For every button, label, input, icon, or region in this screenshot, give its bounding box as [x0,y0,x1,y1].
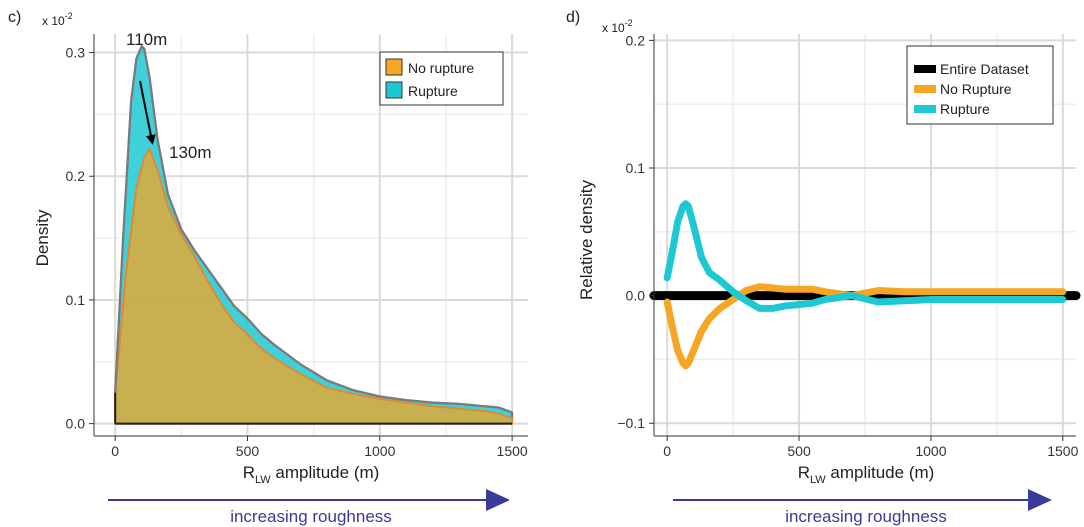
panel-c-label: c) [8,9,21,26]
y-tick-label: 0.0 [626,288,646,304]
panel-c-roughness-arrow [108,489,510,511]
series-line-no-rupture [663,283,1067,370]
density-outline-rupture [114,44,513,414]
legend-no-rupture-d: No Rupture [940,81,1012,97]
x-tick-label: 1000 [364,443,395,459]
legend-swatch-no-rupture-d [914,85,936,93]
panel-d-footer-label: increasing roughness [785,507,947,526]
x-tick-label: 0 [111,443,119,459]
panel-c-y-multiplier: x 10-2 [42,11,73,28]
y-tick-label: 0.1 [626,160,646,176]
panel-c-legend: No rupture Rupture [379,51,504,106]
y-tick-label: 0.2 [66,168,86,184]
legend-swatch-entire-dataset [914,65,936,73]
y-tick-label: 0.0 [66,416,86,432]
panel-c-axes: 0 500 1000 1500 0.0 0.1 0.2 0.3 [66,34,528,459]
y-tick-label: 0.3 [66,45,86,61]
y-tick-label: 0.2 [626,32,646,48]
legend-rupture-d: Rupture [940,101,990,117]
density-area-no-rupture [114,148,514,425]
panel-c-annotation-arrow [139,80,156,145]
panel-d-axes: 0 500 1000 1500 −0.1 0.0 0.1 0.2 [617,32,1078,459]
y-tick-label: −0.1 [617,415,645,431]
x-tick-label: 500 [787,443,811,459]
panel-c-chart: c) 0 500 1000 1500 0.0 0.1 0.2 0.3 x 10-2 Densi… [8,9,528,526]
panel-d-roughness-arrow [673,489,1052,511]
legend-swatch-rupture [385,81,403,99]
panel-c-footer-label: increasing roughness [230,507,392,526]
panel-d-label: d) [566,9,580,26]
panel-d-chart: d) 0 500 1000 1500 −0.1 0.0 0.1 0.2 x 10-2 Rela… [566,9,1081,526]
panel-c-y-axis-label: Density [33,209,52,266]
legend-no-rupture: No rupture [408,60,474,76]
x-tick-label: 1500 [497,443,528,459]
x-tick-label: 1500 [1047,443,1078,459]
x-tick-label: 1000 [915,443,946,459]
y-tick-label: 0.1 [66,292,86,308]
panel-c-annotation-130m: 130m [169,143,212,162]
panel-d-y-multiplier: x 10-2 [602,18,633,35]
panel-d-lines [649,200,1081,370]
panel-c-areas [114,44,514,425]
panel-c-annotation-110m: 110m [126,30,167,49]
panel-d-legend: Entire Dataset No Rupture Rupture [906,45,1054,125]
series-line-rupture [663,200,1067,312]
legend-rupture: Rupture [408,83,458,99]
x-tick-label: 500 [236,443,260,459]
panel-d-x-axis-label: RLW amplitude (m) [798,463,935,486]
legend-entire-dataset: Entire Dataset [940,61,1029,77]
legend-swatch-no-rupture [385,58,403,76]
panel-d-y-axis-label: Relative density [577,180,596,301]
panel-c-x-axis-label: RLW amplitude (m) [243,463,380,486]
x-tick-label: 0 [663,443,671,459]
legend-swatch-rupture-d [914,105,936,113]
